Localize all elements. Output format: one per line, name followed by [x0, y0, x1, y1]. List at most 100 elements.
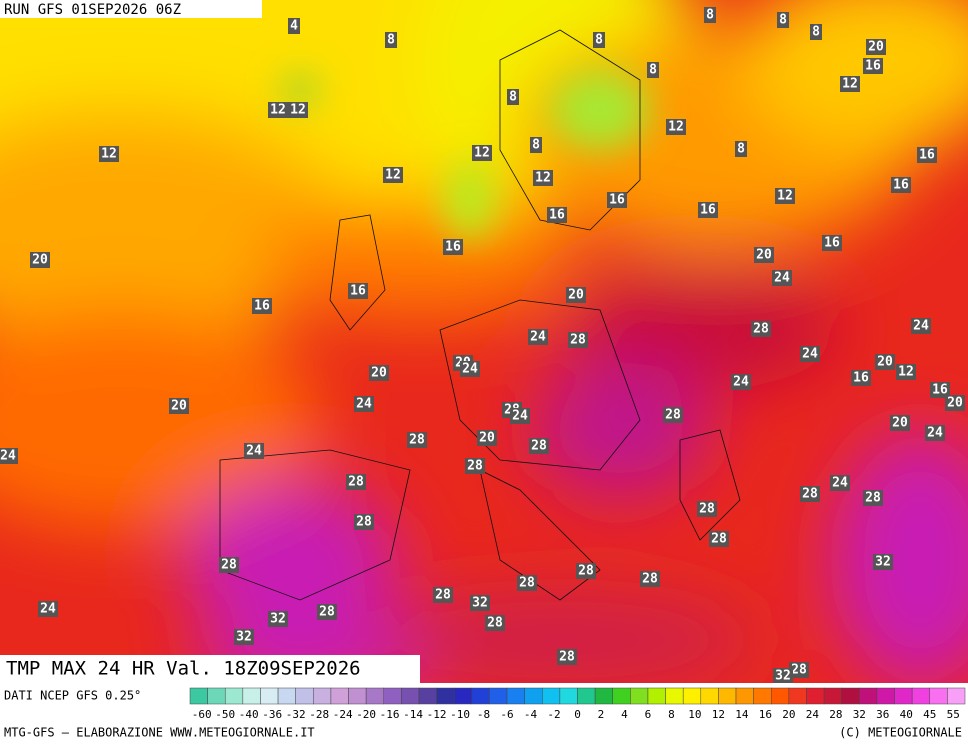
contour-label: 8: [532, 138, 540, 153]
contour-label: 12: [290, 103, 306, 118]
contour-label-box: [851, 370, 871, 386]
contour-label-box: [731, 374, 751, 390]
contour-label: 8: [779, 13, 787, 28]
title-box: [0, 655, 420, 683]
contour-label: 4: [290, 19, 298, 34]
contour-label-box: [288, 18, 300, 34]
contour-label: 16: [445, 240, 461, 255]
contour-label-box: [891, 177, 911, 193]
scale-cell: [471, 687, 490, 705]
contour-label: 24: [530, 330, 546, 345]
contour-label: 20: [371, 366, 387, 381]
map-title: TMP MAX 24 HR Val. 18Z09SEP2026: [6, 658, 361, 680]
contour-label: 24: [832, 476, 848, 491]
contour-label: 32: [875, 555, 891, 570]
contour-label-box: [460, 361, 480, 377]
contour-label-box: [557, 649, 577, 665]
scale-cell: [876, 687, 895, 705]
scale-label: -60: [192, 708, 212, 721]
contour-label-box: [704, 7, 716, 23]
scale-cell: [453, 687, 473, 705]
contour-label-box: [777, 12, 789, 28]
scale-cell: [365, 687, 384, 705]
contour-label: 28: [802, 487, 818, 502]
scale-cell: [260, 687, 279, 705]
scale-cell: [647, 687, 666, 705]
contour-label-box: [529, 438, 549, 454]
contour-label-box: [840, 76, 860, 92]
scale-cell: [506, 687, 525, 705]
scale-label: -6: [500, 708, 513, 721]
contour-label: 28: [356, 515, 372, 530]
scale-label: 0: [574, 708, 581, 721]
contour-label-box: [169, 398, 189, 414]
contour-label-box: [773, 668, 793, 683]
scale-label: 10: [688, 708, 701, 721]
contour-label-box: [38, 601, 58, 617]
contour-label-box: [369, 365, 389, 381]
scale-cell: [823, 687, 842, 705]
contour-label-box: [576, 563, 596, 579]
contour-label-box: [99, 146, 119, 162]
contour-label: 28: [487, 616, 503, 631]
contour-label: 12: [898, 365, 914, 380]
contour-label-box: [698, 202, 718, 218]
scale-cell: [207, 687, 226, 705]
contour-label: 28: [409, 433, 425, 448]
contour-label-box: [0, 448, 18, 464]
scale-cell: [929, 687, 948, 705]
contour-label-box: [348, 283, 368, 299]
scale-cell: [841, 687, 860, 705]
scale-label: 28: [829, 708, 842, 721]
scale-cell: [718, 687, 737, 705]
contour-label-box: [465, 458, 485, 474]
contour-label-box: [472, 145, 492, 161]
contour-label-box: [30, 252, 50, 268]
contour-label-box: [346, 474, 366, 490]
contour-label-box: [252, 298, 272, 314]
contour-label-box: [911, 318, 931, 334]
scale-cell: [630, 687, 649, 705]
contour-label-box: [443, 239, 463, 255]
contour-label-box: [407, 432, 427, 448]
scale-label: -20: [356, 708, 376, 721]
contour-label: 28: [791, 663, 807, 678]
scale-label: -36: [262, 708, 282, 721]
contour-label: 16: [919, 148, 935, 163]
scale-label: -28: [309, 708, 329, 721]
scale-cell: [577, 687, 596, 705]
scale-cell: [401, 687, 420, 705]
contour-label: 20: [171, 399, 187, 414]
contour-label-box: [383, 167, 403, 183]
contour-label: 28: [665, 408, 681, 423]
contour-label: 16: [700, 203, 716, 218]
scale-label: 36: [876, 708, 889, 721]
contour-label: 28: [467, 459, 483, 474]
contour-label-box: [917, 147, 937, 163]
scale-label: 45: [923, 708, 936, 721]
contour-label-box: [863, 58, 883, 74]
contour-label: 20: [947, 396, 963, 411]
contour-label: 24: [733, 375, 749, 390]
contour-label-box: [772, 270, 792, 286]
contour-label: 28: [753, 322, 769, 337]
contour-label: 24: [0, 449, 16, 464]
contour-label: 28: [865, 491, 881, 506]
contour-label-box: [517, 575, 537, 591]
contour-label: 16: [254, 299, 270, 314]
scale-label: 24: [806, 708, 820, 721]
contour-label-box: [268, 102, 288, 118]
contour-label: 8: [387, 33, 395, 48]
scale-cell: [242, 687, 261, 705]
scale-cell: [612, 687, 631, 705]
contour-label-box: [433, 587, 453, 603]
contour-label-box: [288, 102, 308, 118]
contour-label-box: [873, 554, 893, 570]
run-box: [0, 0, 262, 18]
contour-label-box: [830, 475, 850, 491]
contour-label: 28: [319, 605, 335, 620]
contour-label: 28: [642, 572, 658, 587]
contour-label-box: [470, 595, 490, 611]
contour-label: 24: [462, 362, 478, 377]
